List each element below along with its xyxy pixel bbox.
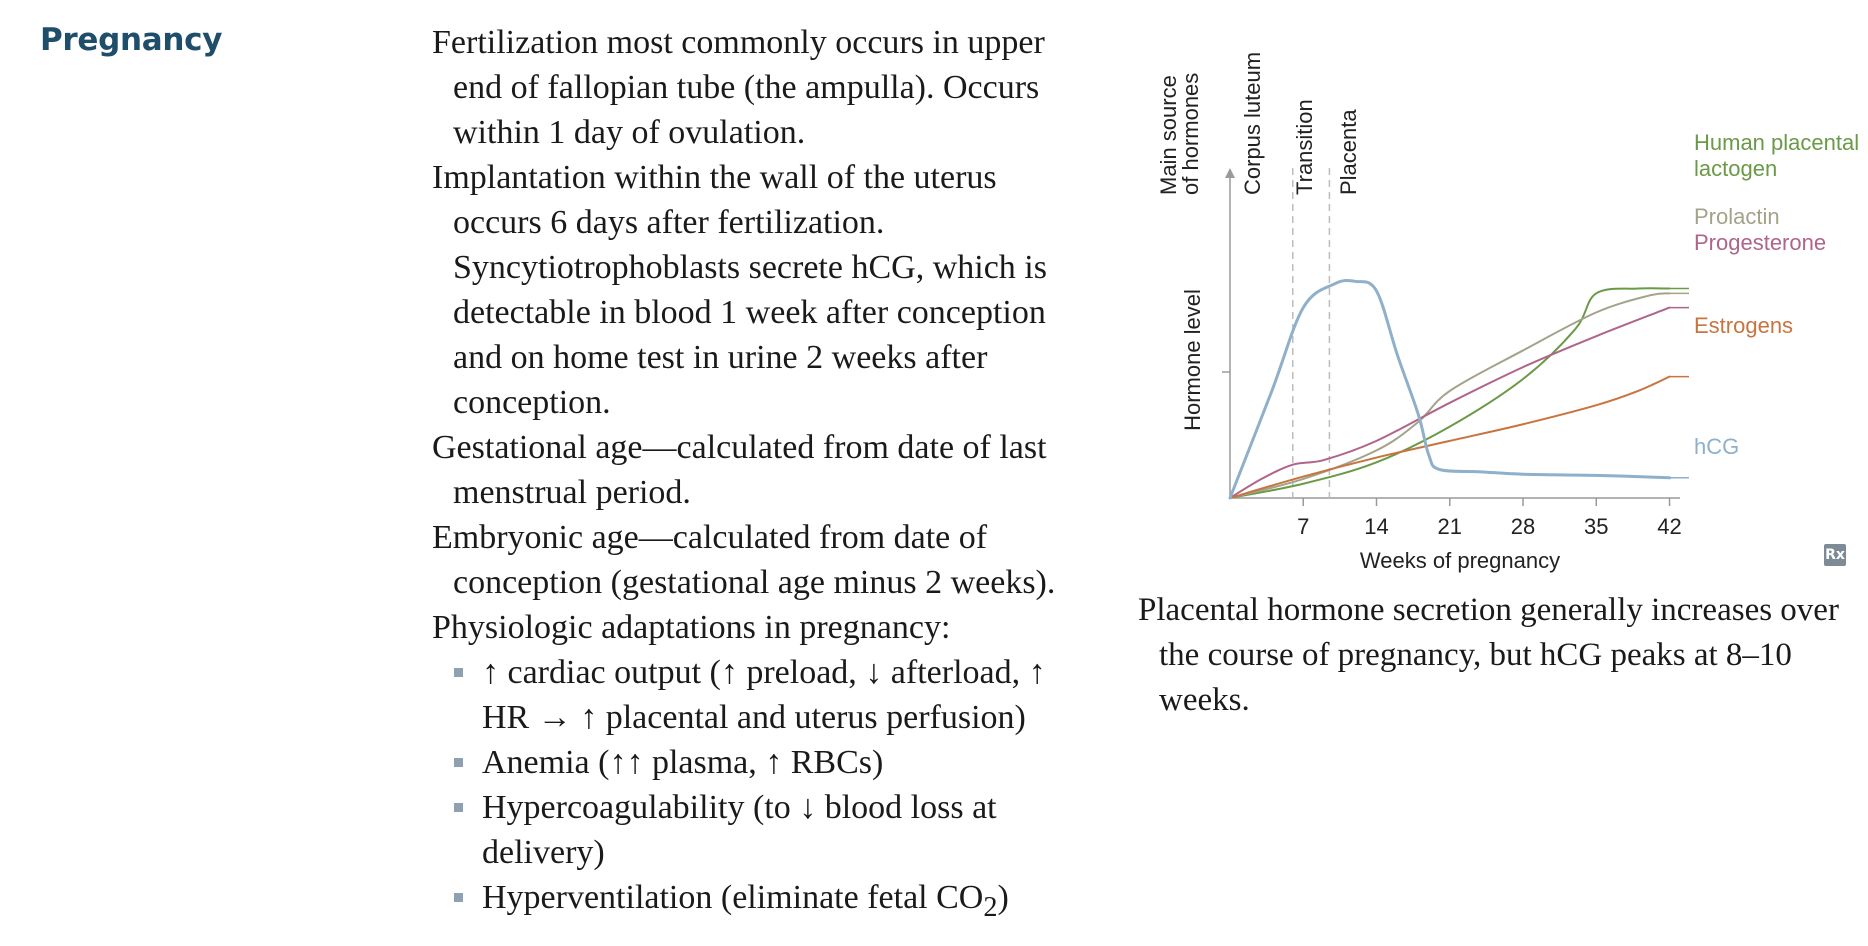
series-label: lactogen [1694,156,1777,181]
list-item-text: Hyperventilation (eliminate fetal CO2) [482,879,1009,923]
bullet-square-icon [454,803,463,812]
paragraph-embryonic-age: Embryonic age—calculated from date of co… [432,519,1056,601]
x-axis-label: Weeks of pregnancy [1360,548,1560,573]
y-axis-arrow-icon [1225,168,1235,178]
list-item: ↑ cardiac output (↑ preload, ↓ afterload… [454,650,1092,740]
series-label: Estrogens [1694,313,1793,338]
list-item: Hypercoagulability (to ↓ blood loss at d… [454,785,1092,875]
x-tick-label: 42 [1657,514,1681,539]
phase-header-line: of hormones [1178,73,1203,195]
series-line [1229,287,1671,499]
list-item-text: Hypercoagulability (to ↓ blood loss at d… [482,789,997,871]
phase-label: Placenta [1336,109,1361,195]
list-item-text: ↑ cardiac output (↑ preload, ↓ afterload… [482,654,1046,736]
paragraph-adaptations-intro: Physiologic adaptations in pregnancy: [432,609,951,646]
hormone-chart-figure: 7 14 21 28 35 42 Weeks of pregnancy Hormone lev… [1120,20,1860,580]
x-tick-label: 21 [1438,514,1462,539]
phase-header-line: Main source [1156,75,1181,195]
series-label: Progesterone [1694,230,1826,255]
x-tick-label: 7 [1297,514,1309,539]
series-label: Human placental [1694,130,1859,155]
rx-icon: Rx [1824,544,1846,566]
series-line [1229,375,1671,499]
adaptations-list: ↑ cardiac output (↑ preload, ↓ afterload… [432,650,1092,930]
x-tick-label: 35 [1584,514,1608,539]
list-item: Anemia (↑↑ plasma, ↑ RBCs) [454,740,1092,785]
paragraph-gestational-age: Gestational age—calculated from date of … [432,429,1047,511]
phase-label: Transition [1292,99,1317,195]
bullet-square-icon [454,893,463,902]
paragraph-implantation: Implantation within the wall of the uter… [432,159,1047,421]
list-item: Hyperventilation (eliminate fetal CO2) [454,875,1092,930]
bullet-square-icon [454,758,463,767]
list-item-text: Anemia (↑↑ plasma, ↑ RBCs) [482,744,884,781]
y-axis-label: Hormone level [1180,289,1205,431]
paragraph-fertilization: Fertilization most commonly occurs in up… [432,24,1045,151]
series-label: hCG [1694,434,1739,459]
bullet-square-icon [454,668,463,677]
hormone-chart: 7 14 21 28 35 42 Weeks of pregnancy Hormone lev… [1156,52,1859,573]
section-heading: Pregnancy [40,22,223,58]
series-line [1229,306,1671,499]
figure-caption: Placental hormone secretion generally in… [1138,592,1839,718]
series-line [1228,278,1672,500]
phase-label: Corpus luteum [1240,52,1265,195]
x-tick-label: 28 [1511,514,1535,539]
text-column: Fertilization most commonly occurs in up… [432,20,1092,930]
x-tick-label: 14 [1364,514,1388,539]
series-label: Prolactin [1694,204,1780,229]
